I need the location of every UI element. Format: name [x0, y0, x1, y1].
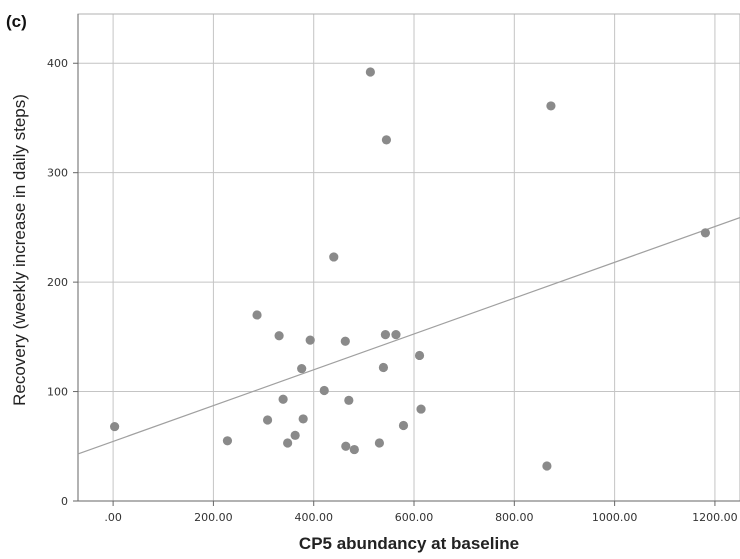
x-tick-label: 1200.00 — [692, 511, 738, 524]
data-point — [374, 438, 385, 448]
data-point — [341, 441, 351, 451]
data-point — [365, 67, 375, 77]
data-point — [110, 421, 120, 432]
data-point — [305, 335, 315, 345]
data-point — [349, 444, 359, 455]
data-point — [378, 362, 389, 373]
x-tick-label: 400.00 — [294, 511, 333, 524]
y-tick-label: 300 — [47, 167, 68, 180]
x-tick-label: 600.00 — [395, 511, 434, 524]
x-tick-label: 1000.00 — [592, 511, 638, 524]
data-point — [380, 330, 391, 340]
data-point — [381, 135, 392, 145]
data-point — [278, 394, 288, 404]
regression-line — [77, 216, 740, 455]
data-point — [546, 101, 556, 111]
data-point — [700, 228, 710, 238]
ticks: .00 200.00 400.00 600.00 800.00 1000.00 1200.0… — [47, 57, 738, 524]
y-tick-label: 200 — [47, 276, 68, 289]
x-axis-label: CP5 abundancy at baseline — [298, 534, 520, 553]
data-point — [298, 414, 308, 424]
x-tick-label: .00 — [104, 511, 122, 524]
y-tick-label: 100 — [47, 386, 68, 399]
data-points — [110, 67, 710, 471]
data-point — [283, 438, 293, 448]
data-point — [252, 310, 262, 320]
x-tick-label: 800.00 — [495, 511, 534, 524]
grid — [78, 14, 740, 501]
data-point — [222, 436, 233, 446]
data-point — [414, 350, 425, 361]
data-point — [398, 420, 409, 431]
y-axis-label: Recovery (weekly increase in daily steps… — [10, 94, 29, 406]
data-point — [391, 330, 401, 340]
data-point — [274, 331, 284, 341]
y-tick-label: 400 — [47, 57, 68, 70]
data-point — [344, 395, 354, 405]
scatter-chart: .00 200.00 400.00 600.00 800.00 1000.00 1200.0… — [47, 13, 740, 524]
data-point — [290, 430, 300, 440]
panel-label: (c) — [6, 12, 27, 31]
x-tick-label: 200.00 — [194, 511, 233, 524]
data-point — [297, 363, 307, 374]
y-tick-label: 0 — [61, 495, 68, 508]
plot-frame — [77, 13, 740, 502]
data-point — [262, 415, 273, 425]
data-point — [340, 336, 350, 346]
data-point — [416, 404, 426, 414]
data-point — [329, 252, 339, 262]
data-point — [319, 385, 329, 396]
data-point — [542, 461, 552, 471]
